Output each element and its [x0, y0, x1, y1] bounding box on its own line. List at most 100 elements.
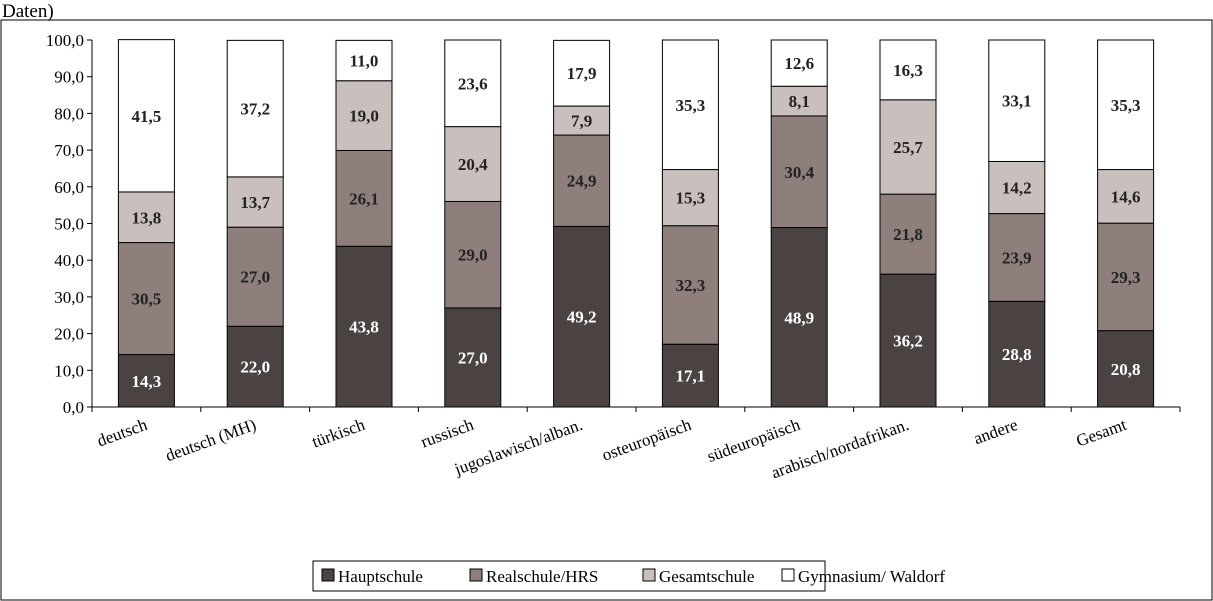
data-label: 14,3: [132, 372, 162, 391]
y-tick-label: 10,0: [54, 361, 84, 380]
bar-segment: [879, 39, 937, 101]
category-label: Gesamt: [1074, 415, 1130, 451]
data-label: 15,3: [676, 189, 706, 208]
data-label: 7,9: [571, 112, 592, 131]
bar-segment: [553, 225, 611, 408]
legend-label: Hauptschule: [338, 567, 423, 586]
bar-segment: [661, 169, 719, 227]
data-label: 41,5: [132, 107, 162, 126]
bar-segment: [335, 245, 393, 408]
data-label: 13,8: [132, 208, 162, 227]
data-label: 43,8: [349, 318, 379, 337]
category-label: deutsch (MH): [163, 415, 259, 465]
bar-segment: [661, 39, 719, 171]
legend-label: Gymnasium/ Waldorf: [798, 567, 945, 586]
category-label: russisch: [418, 415, 476, 452]
category-labels: deutsch deutsch (MH) türkisch russischjugos…: [94, 415, 1129, 483]
bar-segment: [661, 343, 719, 408]
bar-segment: [770, 227, 828, 408]
data-label: 36,2: [893, 332, 923, 351]
data-label: 30,4: [784, 163, 814, 182]
bar-segment: [770, 39, 828, 87]
chart-frame: [0, 19, 1213, 601]
bar-segment: [879, 193, 937, 275]
y-tick-label: 50,0: [54, 215, 84, 234]
bar-segment: [553, 134, 611, 227]
data-label: 48,9: [784, 308, 814, 327]
data-label: 28,8: [1002, 345, 1032, 364]
bar-segment: [553, 105, 611, 136]
data-label: 35,3: [676, 96, 706, 115]
data-label: 21,8: [893, 225, 923, 244]
legend: Hauptschule Realschule/HRS Gesamtschule Gym…: [312, 560, 945, 592]
data-label: 29,0: [458, 246, 488, 265]
data-label: 37,2: [240, 100, 270, 119]
data-label: 19,0: [349, 107, 379, 126]
bar-segment: [879, 273, 937, 408]
bar-segment: [226, 176, 284, 228]
data-label: 32,3: [676, 276, 706, 295]
bar-segment: [335, 149, 393, 247]
legend-label: Realschule/HRS: [486, 567, 598, 586]
axes: 0,0 10,0 20,0 30,0 40,0 50,0 60,0 70,0 80,0 90,0 1…: [46, 31, 1181, 417]
y-tick-label: 40,0: [54, 251, 84, 270]
bars: 14,3 30,5 13,8 41,5 22,0 27,0 13,7 37,2 43,8 26,1…: [117, 39, 1155, 408]
legend-swatch: [469, 568, 483, 582]
bar-segment: [335, 39, 393, 82]
legend-label: Gesamtschule: [659, 567, 754, 586]
data-label: 17,1: [676, 367, 706, 386]
y-tick-label: 60,0: [54, 178, 84, 197]
category-label: türkisch: [309, 415, 367, 452]
legend-swatch: [781, 568, 795, 582]
bar-segment: [117, 354, 175, 408]
data-label: 17,9: [567, 64, 597, 83]
bar-segment: [444, 307, 502, 408]
data-label: 14,6: [1111, 187, 1141, 206]
bar-segment: [444, 200, 502, 309]
y-tick-label: 30,0: [54, 288, 84, 307]
y-tick-label: 100,0: [46, 31, 84, 50]
data-label: 23,9: [1002, 248, 1032, 267]
bar-segment: [226, 39, 284, 178]
bar-segment: [335, 80, 393, 151]
data-label: 33,1: [1002, 92, 1032, 111]
bar-segment: [988, 300, 1046, 408]
bar-segment: [1097, 222, 1155, 332]
data-label: 20,4: [458, 155, 488, 174]
bar-segment: [1097, 330, 1155, 408]
bar-segment: [117, 39, 175, 193]
bar-segment: [444, 126, 502, 202]
bar-segment: [553, 39, 611, 107]
data-label: 35,3: [1111, 96, 1141, 115]
data-label: 49,2: [567, 308, 597, 327]
data-label: 27,0: [458, 348, 488, 367]
category-label: osteuropäisch: [599, 415, 694, 465]
bar-segment: [988, 39, 1046, 162]
y-tick-label: 80,0: [54, 104, 84, 123]
category-label: deutsch: [94, 415, 150, 451]
header-fragment: Daten): [2, 1, 54, 22]
bar-segment: [117, 242, 175, 356]
data-label: 27,0: [240, 268, 270, 287]
data-label: 26,1: [349, 189, 379, 208]
data-label: 25,7: [893, 138, 923, 157]
y-tick-label: 0,0: [63, 398, 84, 417]
data-label: 23,6: [458, 74, 488, 93]
category-label: andere: [971, 415, 1020, 448]
legend-box: [312, 560, 826, 592]
data-label: 16,3: [893, 61, 923, 80]
bar-segment: [1097, 169, 1155, 224]
bar-segment: [1097, 39, 1155, 171]
y-tick-label: 70,0: [54, 141, 84, 160]
data-label: 14,2: [1002, 179, 1032, 198]
bar-segment: [988, 213, 1046, 302]
y-tick-label: 20,0: [54, 325, 84, 344]
data-label: 12,6: [784, 54, 814, 73]
y-tick-label: 90,0: [54, 68, 84, 87]
bar-segment: [444, 39, 502, 128]
data-label: 8,1: [789, 92, 810, 111]
bar-segment: [226, 325, 284, 408]
bar-segment: [226, 226, 284, 327]
data-label: 13,7: [240, 193, 270, 212]
